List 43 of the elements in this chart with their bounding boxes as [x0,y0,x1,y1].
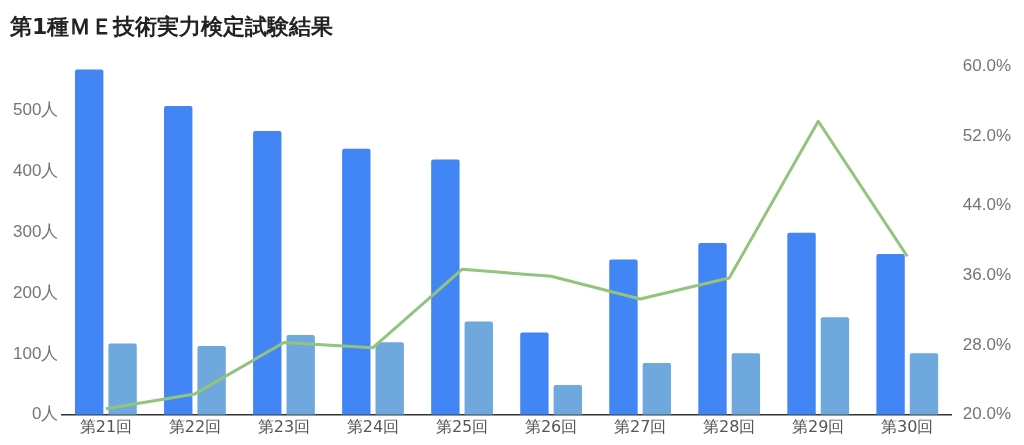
y-tick-label: 0人 [31,404,59,424]
x-tick-label: 第25回 [435,416,489,436]
y2-tick-label: 44.0% [962,195,1011,215]
chart-title: 第1種ＭＥ技術実力検定試験結果 [9,13,335,39]
bar [464,321,493,415]
x-tick-label: 第21回 [79,416,133,436]
bar [731,353,761,415]
bar [108,343,137,415]
bar [253,130,282,415]
bar [75,69,104,415]
bar [820,317,850,415]
bar [342,148,371,415]
x-tick-label: 第26回 [524,416,578,436]
y-tick-label: 500人 [12,99,59,119]
y-tick-label: 200人 [12,282,59,302]
y-tick-label: 400人 [12,160,59,180]
bar [787,232,816,415]
y-tick-label: 100人 [12,343,59,363]
bar [197,345,226,415]
bar [375,342,404,415]
x-tick-label: 第27回 [613,416,667,436]
bar [553,384,582,415]
bar [876,254,905,415]
y2-tick-label: 36.0% [962,265,1011,285]
y-tick-label: 300人 [12,221,59,241]
x-tick-label: 第30回 [881,416,934,436]
bar [642,363,672,415]
y2-tick-label: 20.0% [962,404,1011,424]
x-tick-label: 第24回 [346,416,400,436]
bar [520,332,549,415]
x-tick-label: 第22回 [168,416,222,436]
y2-tick-label: 52.0% [962,125,1011,145]
x-tick-label: 第29回 [792,416,845,436]
x-tick-label: 第28回 [703,416,756,436]
bar [698,243,727,415]
bar [609,259,638,415]
bar [164,105,193,415]
bar [431,159,460,415]
x-tick-label: 第23回 [257,416,311,436]
bar [286,335,315,415]
bar [909,353,939,415]
y2-tick-label: 60.0% [962,56,1011,76]
y2-tick-label: 28.0% [962,334,1011,354]
